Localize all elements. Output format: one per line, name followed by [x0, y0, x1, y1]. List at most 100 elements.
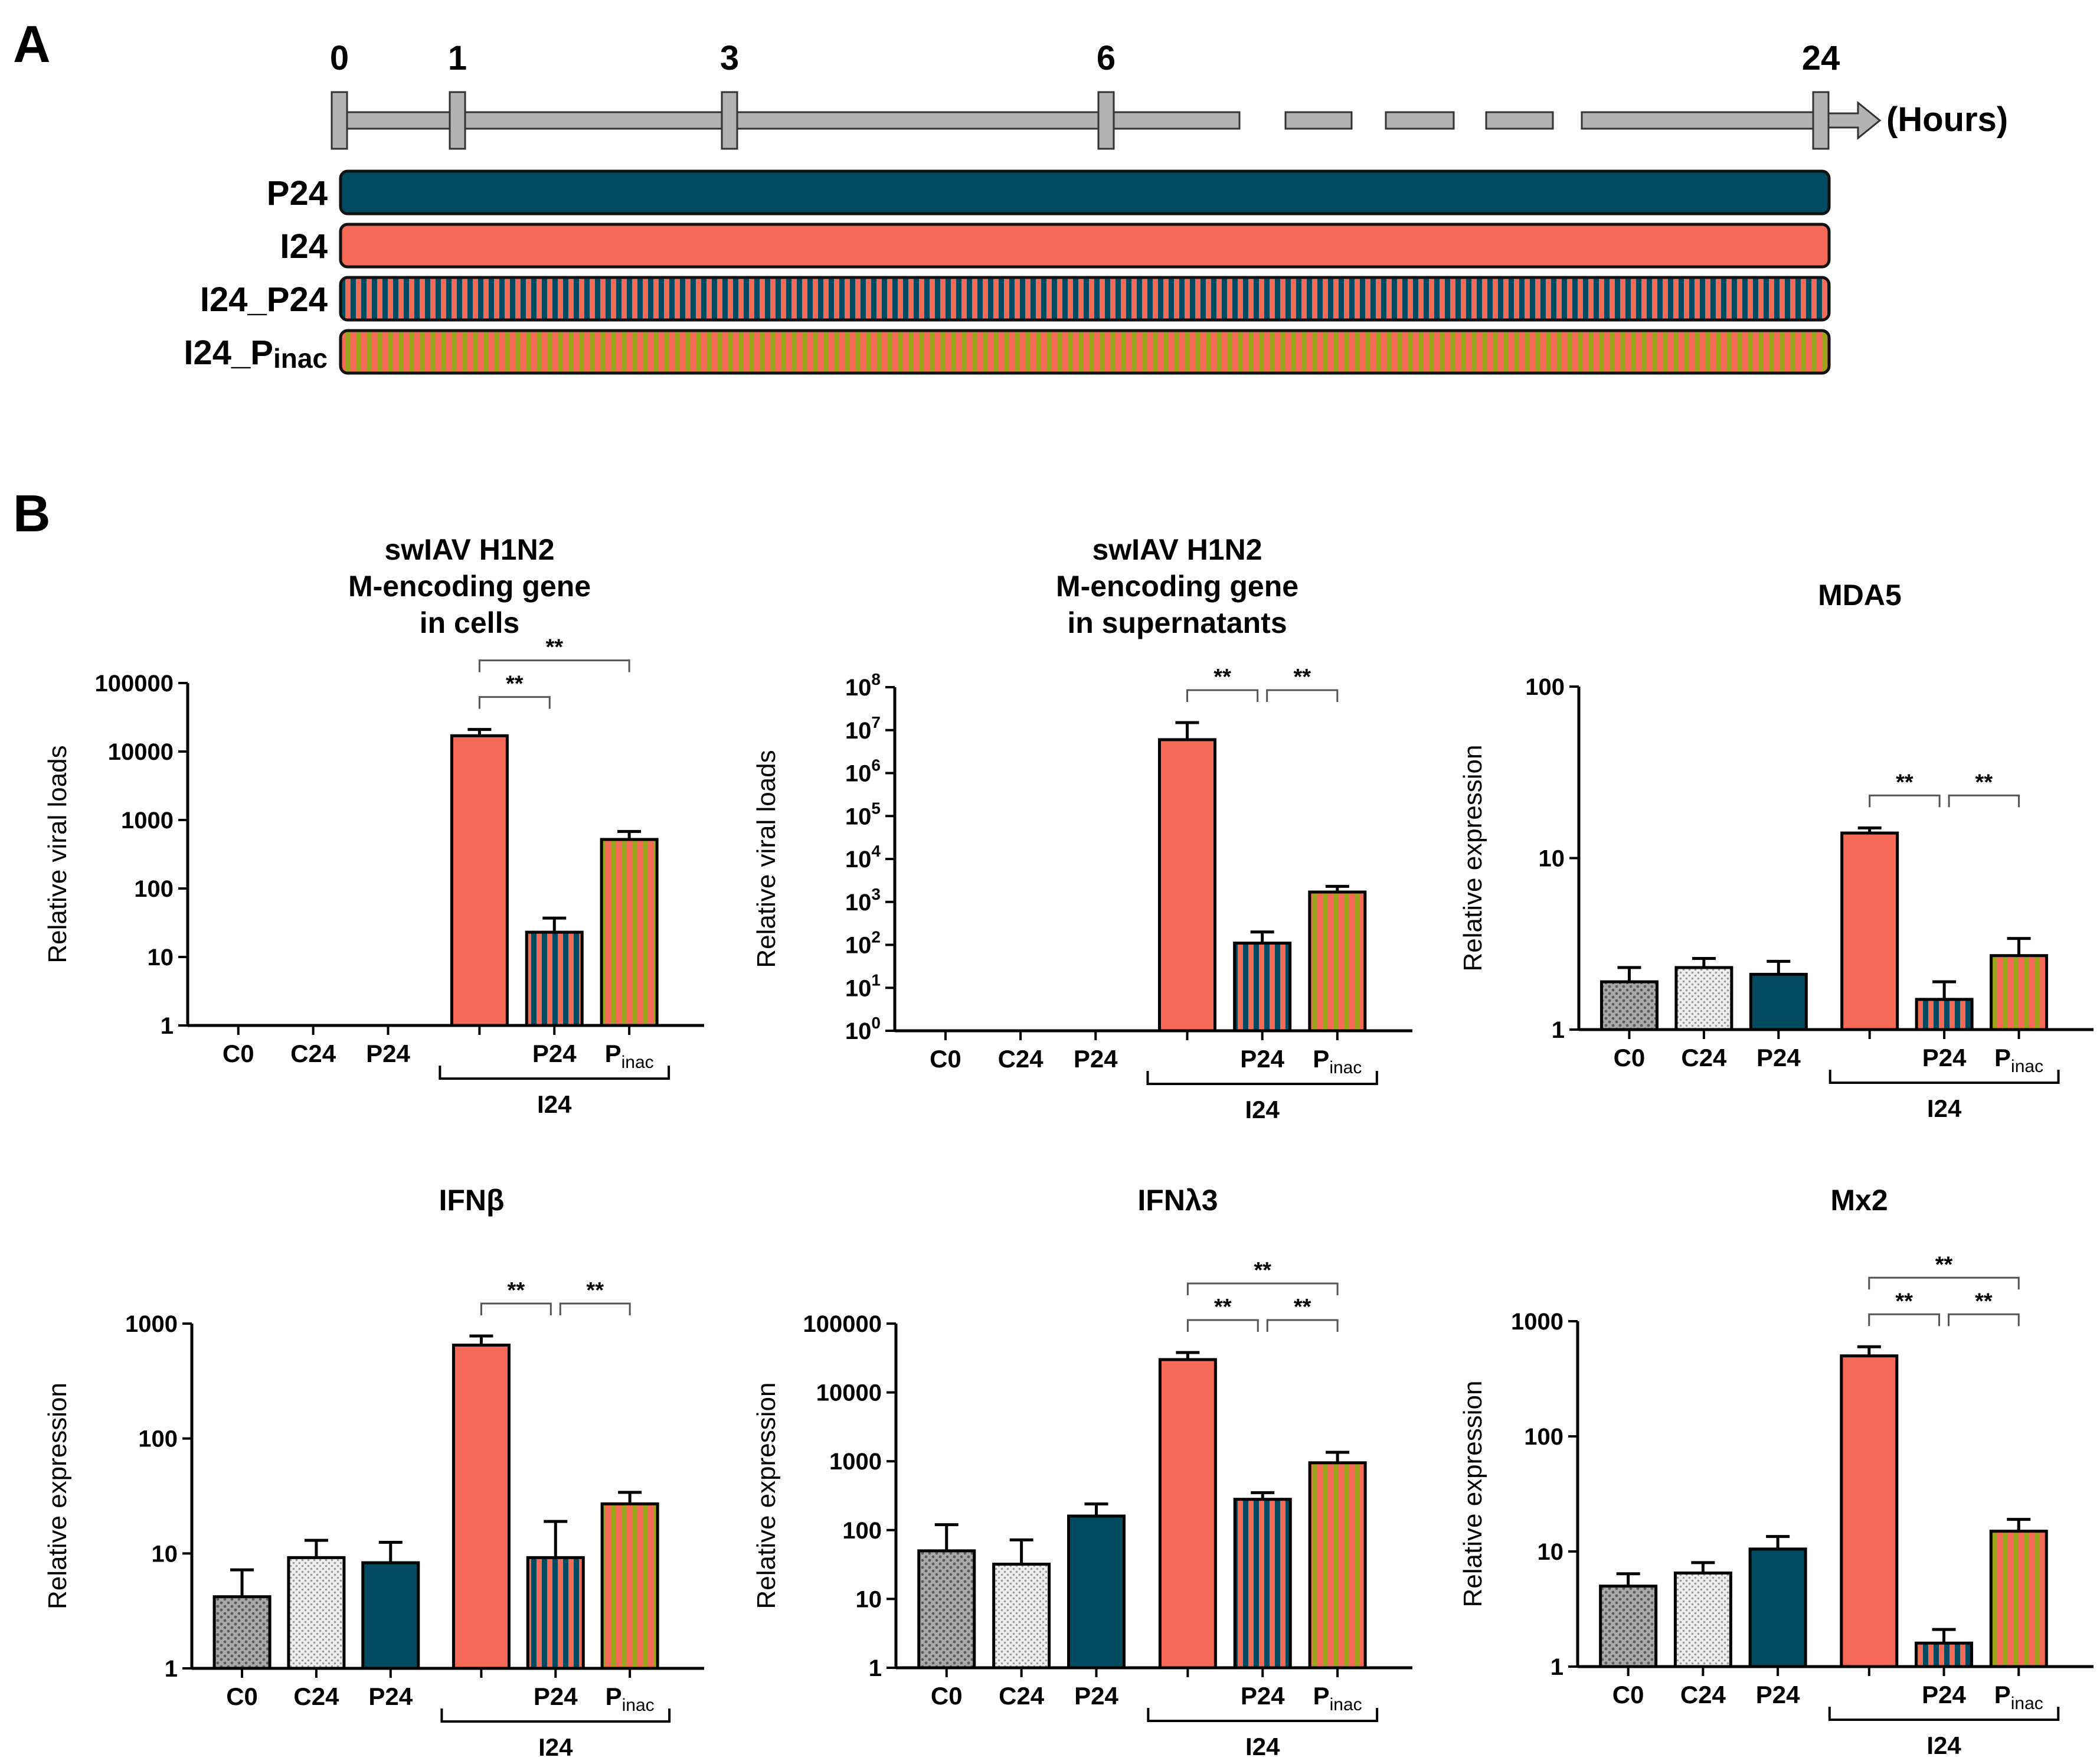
bar-p24 [1233, 941, 1292, 1033]
significance-label: ** [1293, 665, 1311, 690]
significance-label: ** [586, 1278, 604, 1303]
x-tick-label: C24 [998, 1045, 1044, 1073]
condition-bars: P24 I24 I24_P24 I24_Pinac [184, 169, 1831, 375]
chart-title: Mx2 [1830, 1184, 1888, 1217]
x-tick-label: P24 [1241, 1682, 1285, 1710]
y-axis-label: Relative expression [752, 1383, 781, 1609]
significance-bracket [1186, 1319, 1259, 1332]
significance-bracket [1186, 689, 1259, 702]
x-tick-label: P24 [534, 1683, 578, 1710]
panel-b-label: B [13, 484, 51, 543]
significance-label: ** [1975, 770, 1993, 795]
significance-label: ** [1975, 1289, 1993, 1314]
significance-bracket [559, 1302, 631, 1316]
panel-a: A 0 1 3 6 24 (Hours) P24 I24 I24_P24 I24_Pinac [13, 15, 2008, 375]
bar-p24 [1749, 972, 1808, 1031]
timeline-unit-label: (Hours) [1886, 100, 2008, 139]
significance-label: ** [545, 635, 563, 660]
y-tick-label: 1 [161, 1013, 174, 1039]
significance-label: ** [1935, 1252, 1953, 1277]
y-axis-label: Relative expression [1458, 1381, 1487, 1608]
group-bracket [1828, 1707, 2060, 1721]
y-tick-label: 100 [1524, 1424, 1563, 1450]
x-tick-label: C0 [930, 1045, 961, 1073]
y-axis-label: Relative viral loads [43, 745, 72, 963]
bar-i24 [450, 734, 509, 1027]
significance-label: ** [508, 1278, 525, 1303]
condition-label: I24 [280, 227, 328, 266]
timeline: 0 1 3 6 24 (Hours) [330, 39, 2008, 150]
timeline-tick-label: 24 [1802, 39, 1840, 77]
chart-title: IFNβ [439, 1184, 504, 1217]
x-tick-label: P24 [1756, 1044, 1801, 1072]
condition-bar-i24 [339, 223, 1831, 269]
timeline-tick [1097, 91, 1115, 150]
y-tick-label: 103 [845, 885, 881, 916]
x-tick-label: Pinac [1994, 1044, 2043, 1076]
timeline-tick [449, 91, 466, 150]
y-tick-label: 101 [845, 971, 881, 1001]
x-tick-label: P24 [366, 1040, 410, 1067]
group-label: I24 [1927, 1095, 1962, 1122]
group-label: I24 [1245, 1733, 1280, 1760]
y-tick-label: 1 [1552, 1017, 1565, 1043]
significance-bracket [1266, 1319, 1339, 1332]
chart-title: M-encoding gene [1056, 570, 1298, 603]
timeline-tick-label: 0 [330, 39, 349, 77]
significance-label: ** [506, 672, 524, 697]
bar-c0 [917, 1549, 976, 1670]
y-tick-label: 1 [1551, 1654, 1563, 1680]
timeline-segment [1385, 111, 1455, 130]
significance-label: ** [1214, 1295, 1232, 1319]
bar-pinac [1308, 890, 1367, 1033]
group-bracket [439, 1066, 670, 1080]
significance-bracket [478, 659, 630, 672]
group-bracket [1147, 1708, 1379, 1722]
bar-p24 [1915, 1641, 1974, 1668]
timeline-arrowhead [1820, 100, 1882, 141]
y-tick-label: 1000 [125, 1311, 178, 1337]
significance-label: ** [1896, 770, 1913, 795]
condition-label: P24 [267, 174, 328, 213]
y-tick-label: 1000 [1511, 1309, 1563, 1335]
significance-bracket [1186, 1282, 1339, 1295]
condition-bar-p24 [339, 169, 1831, 215]
bar-pinac [1990, 954, 2049, 1031]
bar-p24 [1915, 998, 1974, 1031]
bar-p24 [1233, 1498, 1292, 1670]
y-tick-label: 10 [1538, 1539, 1564, 1565]
significance-label: ** [1254, 1258, 1271, 1283]
x-tick-label: C24 [290, 1040, 336, 1067]
x-tick-label: C0 [1612, 1681, 1644, 1709]
significance-bracket [1868, 1313, 1941, 1327]
significance-bracket [478, 696, 551, 709]
timeline-tick-label: 6 [1097, 39, 1116, 77]
y-tick-label: 102 [845, 928, 881, 959]
timeline-tick [1812, 91, 1830, 150]
y-tick-label: 1000 [829, 1449, 882, 1475]
y-tick-label: 100000 [95, 671, 174, 697]
timeline-tick [721, 91, 738, 150]
x-tick-label: Pinac [606, 1683, 655, 1715]
bar-c0 [212, 1595, 272, 1670]
timeline-segment [1284, 111, 1353, 130]
chart-title: swIAV H1N2 [384, 533, 554, 566]
bar-pinac [1308, 1461, 1367, 1670]
y-tick-label: 10000 [108, 739, 174, 765]
chart-title: MDA5 [1818, 579, 1902, 612]
x-tick-label: C0 [1614, 1044, 1646, 1072]
bar-i24 [1840, 831, 1899, 1031]
bar-p24 [526, 1556, 585, 1670]
group-label: I24 [538, 1733, 573, 1761]
x-tick-label: Pinac [1313, 1045, 1362, 1077]
bar-c24 [1674, 966, 1733, 1031]
timeline-tick-label: 1 [448, 39, 467, 77]
condition-bar-i24_pinac [339, 329, 1831, 375]
group-bracket [440, 1709, 671, 1723]
x-tick-label: C0 [226, 1683, 258, 1710]
bar-pinac [1989, 1530, 2048, 1668]
timeline-segment [338, 111, 1241, 130]
